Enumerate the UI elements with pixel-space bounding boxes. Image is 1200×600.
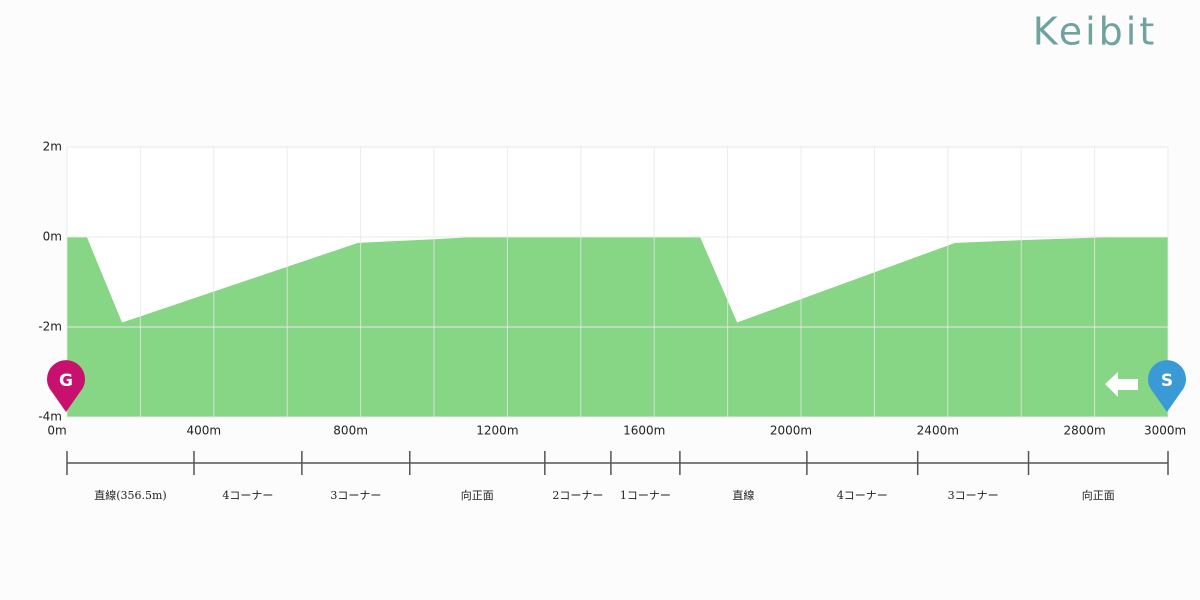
x-tick-label: 1600m	[623, 424, 665, 438]
brand-logo: Keibit	[1033, 10, 1158, 54]
start-pin: S	[1105, 360, 1186, 412]
y-tick-label: 0m	[43, 230, 62, 244]
section-label: 直線(356.5m)	[94, 488, 167, 502]
y-tick-label: -2m	[38, 320, 62, 334]
goal-pin: G	[46, 360, 85, 412]
x-tick-label: 2000m	[770, 424, 812, 438]
x-tick-label: 1200m	[476, 424, 518, 438]
section-label: 直線	[732, 488, 754, 502]
section-label: 2コーナー	[552, 489, 603, 502]
x-tick-label: 0m	[47, 424, 66, 438]
y-tick-label: -4m	[38, 410, 62, 424]
section-label: 1コーナー	[620, 489, 671, 502]
x-tick-label: 2800m	[1063, 424, 1105, 438]
x-tick-label: 2400m	[917, 424, 959, 438]
goal-pin-shape	[46, 360, 85, 412]
goal-label: G	[59, 371, 73, 391]
x-tick-label: 400m	[187, 424, 222, 438]
section-label: 向正面	[1082, 488, 1115, 502]
x-tick-label: 3000m	[1144, 424, 1186, 438]
section-label: 4コーナー	[222, 489, 273, 502]
direction-arrow	[1105, 372, 1138, 397]
section-label: 3コーナー	[948, 489, 999, 502]
start-pin-shape	[1148, 360, 1186, 412]
x-tick-label: 800m	[333, 424, 368, 438]
y-tick-label: 2m	[43, 140, 62, 154]
start-label: S	[1161, 371, 1173, 391]
section-label: 4コーナー	[837, 489, 888, 502]
section-label: 向正面	[461, 488, 494, 502]
section-label: 3コーナー	[330, 489, 381, 502]
